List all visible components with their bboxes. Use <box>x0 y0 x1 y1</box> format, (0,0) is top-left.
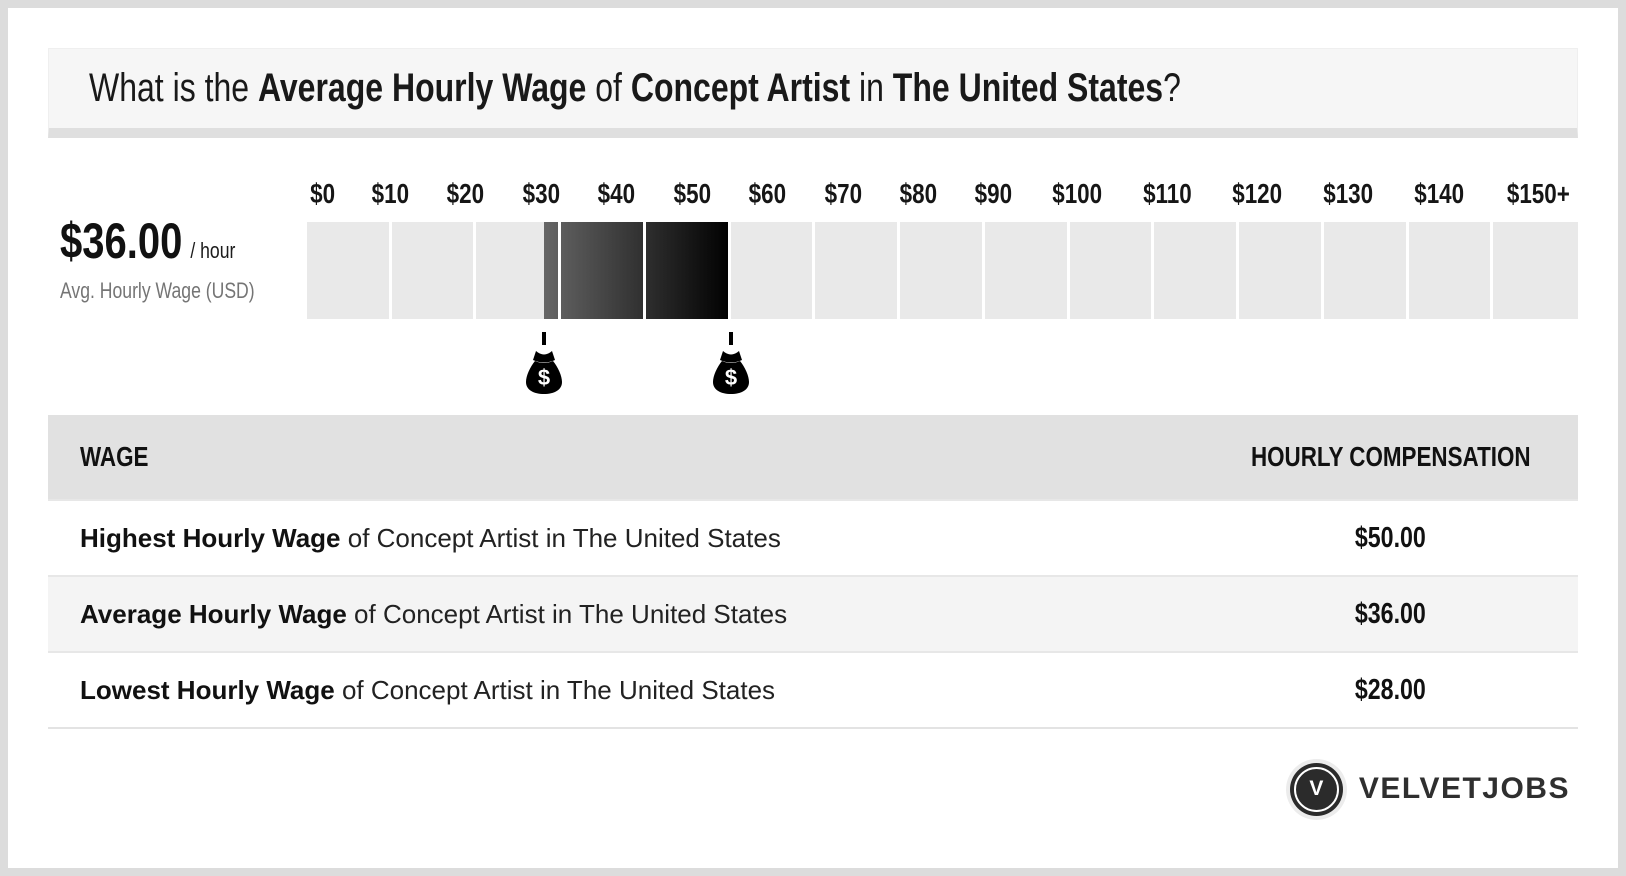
table-row-lowest: Lowest Hourly Wage of Concept Artist in … <box>48 651 1578 727</box>
table-row-average: Average Hourly Wage of Concept Artist in… <box>48 575 1578 651</box>
row-label-rest: of Concept Artist in The United States <box>340 522 781 553</box>
scale-tick-label: $90 <box>975 178 1013 209</box>
svg-text:$: $ <box>538 365 550 390</box>
scale-tick-label: $50 <box>673 178 711 209</box>
scale-gap-line <box>1490 222 1494 319</box>
row-value: $28.00 <box>1355 673 1426 706</box>
velvetjobs-logo-icon: V <box>1289 762 1343 816</box>
row-label-rest: of Concept Artist in The United States <box>334 674 776 705</box>
row-label-rest: of Concept Artist in The United States <box>346 598 788 629</box>
scale-gap-line <box>727 222 731 319</box>
scale-tick-label: $150+ <box>1507 178 1571 209</box>
scale-segment <box>1408 222 1491 319</box>
infographic-card: What is the Average Hourly Wage of Conce… <box>8 8 1618 868</box>
page-title: What is the Average Hourly Wage of Conce… <box>89 66 1181 111</box>
title-part: of <box>586 66 631 110</box>
scale-gap-line <box>981 222 985 319</box>
row-label: Lowest Hourly Wage of Concept Artist in … <box>48 675 1203 706</box>
scale-gap-line <box>1320 222 1324 319</box>
money-bag-icon: $ <box>526 351 563 394</box>
scale-tick-label: $20 <box>446 178 485 209</box>
compensation-column-header: HOURLY COMPENSATION <box>1250 441 1531 472</box>
scale-tick-label: $80 <box>899 178 937 209</box>
scale-tick-label: $110 <box>1142 178 1192 209</box>
per-hour-label: / hour <box>190 238 236 263</box>
scale-segment <box>307 222 389 319</box>
scale-bar: $ $ <box>307 222 1578 394</box>
wage-scale: $0 $10 $20 $30 $40 $50 $60 $70 $80 $90 $… <box>307 172 1578 394</box>
wage-table: WAGE HOURLY COMPENSATION Highest Hourly … <box>48 415 1578 729</box>
scale-tick-label: $60 <box>748 178 787 209</box>
title-part-bold: The United States <box>892 66 1164 110</box>
scale-gap-line <box>388 222 392 319</box>
scale-gaps <box>307 222 1578 319</box>
scale-tick-label: $100 <box>1052 178 1102 209</box>
scale-tick-labels: $0 $10 $20 $30 $40 $50 $60 $70 $80 $90 $… <box>307 172 1578 208</box>
row-label: Average Hourly Wage of Concept Artist in… <box>48 599 1203 630</box>
scale-segment <box>900 222 982 319</box>
lowest-wage-marker: $ <box>525 319 563 395</box>
scale-gap-line <box>642 222 646 319</box>
scale-tick-label: $40 <box>597 178 636 209</box>
row-value: $36.00 <box>1355 597 1426 630</box>
scale-segment <box>984 222 1067 319</box>
average-wage-caption: Avg. Hourly Wage (USD) <box>60 278 255 303</box>
scale-segment <box>815 222 898 319</box>
scale-gap-line <box>473 222 477 319</box>
title-part-bold: Concept Artist <box>630 66 851 110</box>
average-wage-amount: $36.00 <box>60 213 183 269</box>
title-part: in <box>850 66 893 110</box>
row-label: Highest Hourly Wage of Concept Artist in… <box>48 523 1203 554</box>
scale-tick-label: $70 <box>824 178 862 209</box>
wage-range-highlight <box>544 222 731 319</box>
scale-gap-line <box>1236 222 1240 319</box>
row-label-bold: Average Hourly Wage <box>80 598 347 629</box>
scale-segment <box>1239 222 1321 319</box>
scale-gap-line <box>897 222 901 319</box>
lowest-wage-tick <box>542 332 547 345</box>
row-value: $50.00 <box>1355 521 1426 554</box>
svg-text:$: $ <box>725 365 737 390</box>
highest-wage-marker: $ <box>712 319 750 395</box>
row-label-bold: Lowest Hourly Wage <box>80 674 335 705</box>
wage-column-header: WAGE <box>80 441 149 472</box>
title-part-bold: Average Hourly Wage <box>257 66 587 110</box>
scale-gap-line <box>1151 222 1155 319</box>
scale-segment <box>1493 222 1578 319</box>
scale-tick-label: $140 <box>1414 178 1465 209</box>
scale-tick-label: $10 <box>371 178 409 209</box>
scale-segment <box>1069 222 1152 319</box>
brand-name: VELVETJOBS <box>1358 772 1570 805</box>
scale-gap-line <box>1066 222 1070 319</box>
scale-tick-label: $120 <box>1232 178 1283 209</box>
scale-segment <box>1154 222 1237 319</box>
scale-segment <box>730 222 813 319</box>
average-wage-summary: $36.00 / hour Avg. Hourly Wage (USD) <box>48 172 307 319</box>
table-header-row: WAGE HOURLY COMPENSATION <box>48 415 1578 499</box>
title-part: ? <box>1163 66 1181 110</box>
scale-gap-line <box>558 222 562 319</box>
scale-tick-label: $30 <box>522 178 560 209</box>
row-label-bold: Highest Hourly Wage <box>80 522 341 553</box>
scale-gap-line <box>812 222 816 319</box>
money-bag-icon: $ <box>712 351 749 394</box>
title-part: What is the <box>89 66 258 110</box>
scale-gap-line <box>1405 222 1409 319</box>
footer-brand: V VELVETJOBS <box>8 761 1570 817</box>
title-banner: What is the Average Hourly Wage of Conce… <box>48 48 1578 138</box>
scale-tick-label: $0 <box>310 178 336 209</box>
scale-tick-label: $130 <box>1323 178 1374 209</box>
wage-scale-section: $36.00 / hour Avg. Hourly Wage (USD) $0 $… <box>8 172 1618 394</box>
table-row-highest: Highest Hourly Wage of Concept Artist in… <box>48 499 1578 575</box>
highest-wage-tick <box>728 332 733 345</box>
scale-segment <box>1323 222 1406 319</box>
scale-segment <box>391 222 474 319</box>
logo-letter: V <box>1309 777 1324 800</box>
